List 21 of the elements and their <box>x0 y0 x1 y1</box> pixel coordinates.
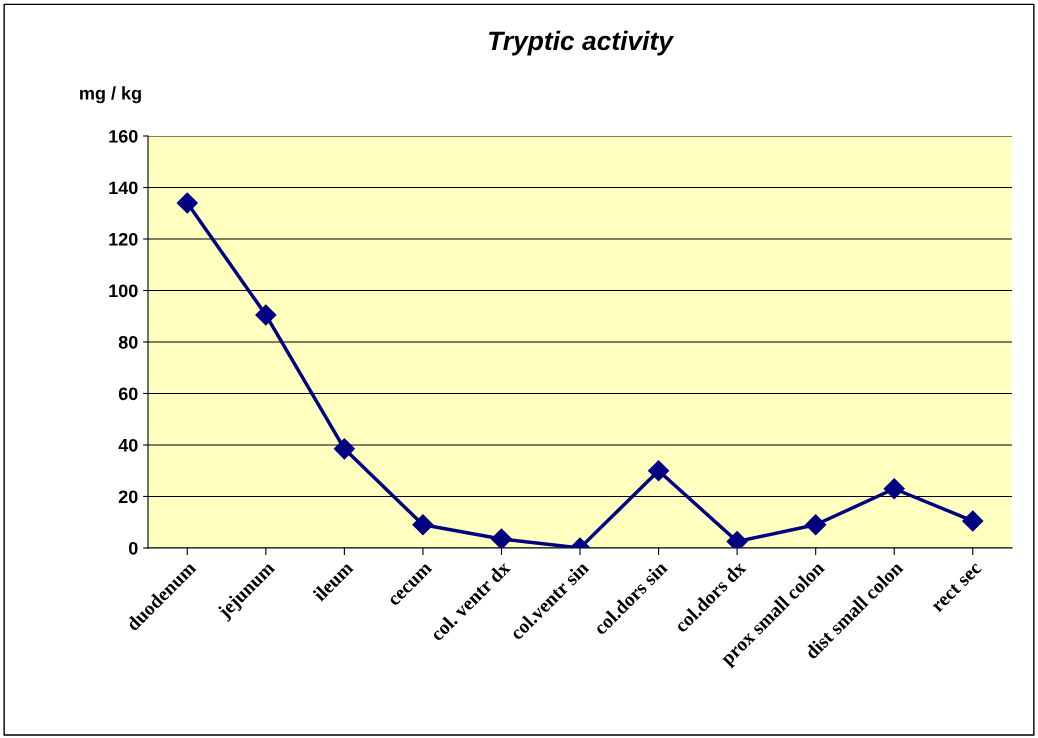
y-axis-title: mg / kg <box>80 86 141 104</box>
y-tick-label: 40 <box>118 438 138 452</box>
chart-title: Tryptic activity <box>489 30 675 56</box>
point <box>805 514 827 536</box>
point <box>883 478 905 500</box>
point <box>255 304 277 326</box>
point <box>962 510 984 532</box>
y-tick-label: 160 <box>109 129 138 143</box>
y-tick-label: 60 <box>118 387 138 401</box>
y-tick-label: 140 <box>109 181 138 195</box>
y-tick-label: 0 <box>128 541 138 555</box>
point <box>176 192 198 214</box>
point <box>648 460 670 482</box>
point <box>333 438 355 460</box>
y-tick-label: 120 <box>109 232 138 246</box>
point <box>412 514 434 536</box>
y-tick-label: 80 <box>118 335 138 349</box>
point <box>490 528 513 548</box>
y-tick-label: 20 <box>118 490 138 504</box>
y-tick-label: 100 <box>109 284 138 298</box>
x-tick-label: rect sec <box>931 561 983 613</box>
